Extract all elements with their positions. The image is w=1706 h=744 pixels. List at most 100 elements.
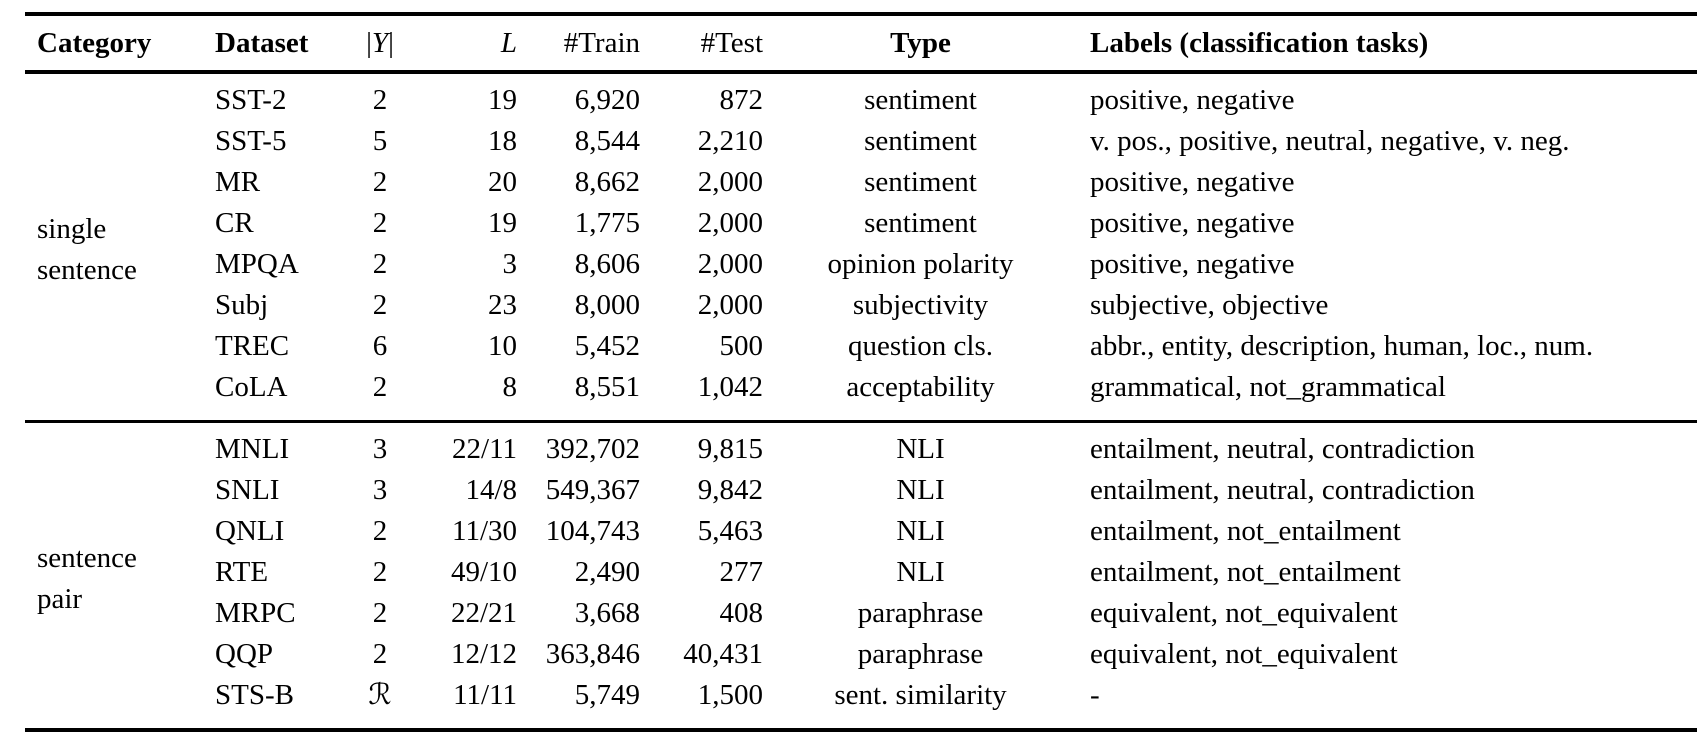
cell-dataset: MRPC xyxy=(215,597,296,629)
cell-num-classes: 2 xyxy=(372,371,388,403)
cell-length: 49/10 xyxy=(450,556,517,588)
cell-dataset: CoLA xyxy=(215,371,288,403)
cell-num-classes: 6 xyxy=(372,330,388,362)
cell-test: 9,842 xyxy=(697,474,763,506)
cell-num-classes: 2 xyxy=(372,556,388,588)
col-header-length: L xyxy=(420,14,525,74)
cell-num-classes: 3 xyxy=(372,474,388,506)
cell-dataset: QQP xyxy=(215,638,274,670)
cell-train: 3,668 xyxy=(574,597,640,629)
cell-type: opinion polarity xyxy=(827,248,1014,280)
cell-type: NLI xyxy=(896,433,945,465)
cell-length: 19 xyxy=(488,207,517,239)
cell-category: single sentence xyxy=(25,72,203,422)
cell-test: 2,000 xyxy=(697,166,763,198)
cell-labels: entailment, neutral, contradiction xyxy=(1090,433,1475,465)
table-row: single sentence SST-2 2 19 6,920 872 sentiment p… xyxy=(25,72,1697,286)
cell-length: 18 xyxy=(488,125,517,157)
cell-dataset: MR xyxy=(215,166,261,198)
cell-length: 3 xyxy=(502,248,518,280)
cell-length: 22/11 xyxy=(452,433,517,465)
table-row: STS-B ℛ 11/11 5,749 1,500 sent. similarity - xyxy=(25,675,1697,730)
cell-length: 11/30 xyxy=(452,515,517,547)
cell-length: 23 xyxy=(488,289,517,321)
cell-test: 2,000 xyxy=(697,248,763,280)
col-header-category: Category xyxy=(25,14,203,74)
cell-labels: positive, negative xyxy=(1090,248,1295,280)
cell-category: sentence pair xyxy=(25,422,203,731)
pipe-open-glyph: | xyxy=(366,26,372,59)
cell-type: question cls. xyxy=(848,330,993,362)
cell-train: 549,367 xyxy=(545,474,640,506)
cell-length: 14/8 xyxy=(465,474,517,506)
cell-labels: subjective, objective xyxy=(1090,289,1329,321)
cell-length: 11/11 xyxy=(453,679,517,711)
cell-labels: entailment, not_entailment xyxy=(1090,556,1401,588)
category-line: sentence xyxy=(37,541,137,574)
col-header-dataset: Dataset xyxy=(203,14,340,74)
cell-labels: equivalent, not_equivalent xyxy=(1090,638,1398,670)
cell-train: 6,920 xyxy=(574,84,640,116)
cell-dataset: MPQA xyxy=(215,248,299,280)
cell-train: 363,846 xyxy=(545,638,640,670)
cell-test: 500 xyxy=(719,330,764,362)
cell-test: 1,500 xyxy=(697,679,763,711)
cell-length: 19 xyxy=(488,84,517,116)
cell-train: 104,743 xyxy=(545,515,640,547)
col-header-test: #Test xyxy=(648,14,771,74)
category-line: pair xyxy=(37,582,83,615)
cell-num-classes: 2 xyxy=(372,597,388,629)
cell-num-classes: 5 xyxy=(372,125,388,157)
cell-num-classes: 3 xyxy=(372,433,388,465)
cell-test: 5,463 xyxy=(697,515,763,547)
cell-train: 5,749 xyxy=(574,679,640,711)
cell-labels: v. pos., positive, neutral, negative, v.… xyxy=(1090,125,1570,157)
script-y-symbol: Y xyxy=(371,26,389,59)
cell-dataset: MNLI xyxy=(215,433,290,465)
cell-num-classes: 2 xyxy=(372,289,388,321)
col-header-train: #Train xyxy=(525,14,648,74)
cell-dataset: CR xyxy=(215,207,254,239)
cell-dataset: SNLI xyxy=(215,474,280,506)
cell-test: 9,815 xyxy=(697,433,763,465)
cell-type: subjectivity xyxy=(852,289,989,321)
col-header-num-classes: |Y| xyxy=(340,14,420,74)
cell-labels: positive, negative xyxy=(1090,207,1295,239)
cell-dataset: TREC xyxy=(215,330,290,362)
cell-train: 392,702 xyxy=(545,433,640,465)
cell-dataset: Subj xyxy=(215,289,269,321)
table-row: SNLI 3 14/8 549,367 9,842 NLI entailment, neut… xyxy=(25,470,1697,511)
cell-type: sentiment xyxy=(864,84,977,116)
cell-num-classes: ℛ xyxy=(368,679,392,711)
cell-test: 40,431 xyxy=(683,638,763,670)
table-row: CoLA 2 8 8,551 1,042 acceptability grammatical… xyxy=(25,367,1697,422)
table-group-1: single sentence SST-2 2 19 6,920 872 sentiment p… xyxy=(25,72,1697,422)
cell-length: 22/21 xyxy=(450,597,517,629)
paper-page: Category Dataset |Y| L #Train #Test Type… xyxy=(0,12,1706,744)
cell-labels: - xyxy=(1090,679,1100,711)
cell-num-classes: 2 xyxy=(372,207,388,239)
cell-labels: equivalent, not_equivalent xyxy=(1090,597,1398,629)
cell-length: 10 xyxy=(488,330,517,362)
cell-dataset: SST-5 xyxy=(215,125,287,157)
cell-num-classes: 2 xyxy=(372,166,388,198)
cell-length: 12/12 xyxy=(450,638,517,670)
pipe-close-glyph: | xyxy=(388,26,394,59)
cell-type: sentiment xyxy=(864,125,977,157)
table-header: Category Dataset |Y| L #Train #Test Type… xyxy=(25,14,1697,74)
cell-train: 8,662 xyxy=(574,166,640,198)
cell-test: 872 xyxy=(719,84,764,116)
cell-dataset: SST-2 xyxy=(215,84,287,116)
cell-type: paraphrase xyxy=(857,597,984,629)
table-row: MR 2 20 8,662 2,000 sentiment positive, negati… xyxy=(25,162,1697,203)
cell-labels: positive, negative xyxy=(1090,166,1295,198)
cell-dataset: QNLI xyxy=(215,515,285,547)
cell-dataset: STS-B xyxy=(215,679,294,711)
cell-type: sentiment xyxy=(864,166,977,198)
table-row: Subj 2 23 8,000 2,000 subjectivity subjective,… xyxy=(25,285,1697,326)
cell-train: 2,490 xyxy=(574,556,640,588)
cell-labels: entailment, neutral, contradiction xyxy=(1090,474,1475,506)
table-row: QNLI 2 11/30 104,743 5,463 NLI entailment, not… xyxy=(25,511,1697,552)
cell-num-classes: 2 xyxy=(372,515,388,547)
table-row: MPQA 2 3 8,606 2,000 opinion polarity positive… xyxy=(25,244,1697,285)
